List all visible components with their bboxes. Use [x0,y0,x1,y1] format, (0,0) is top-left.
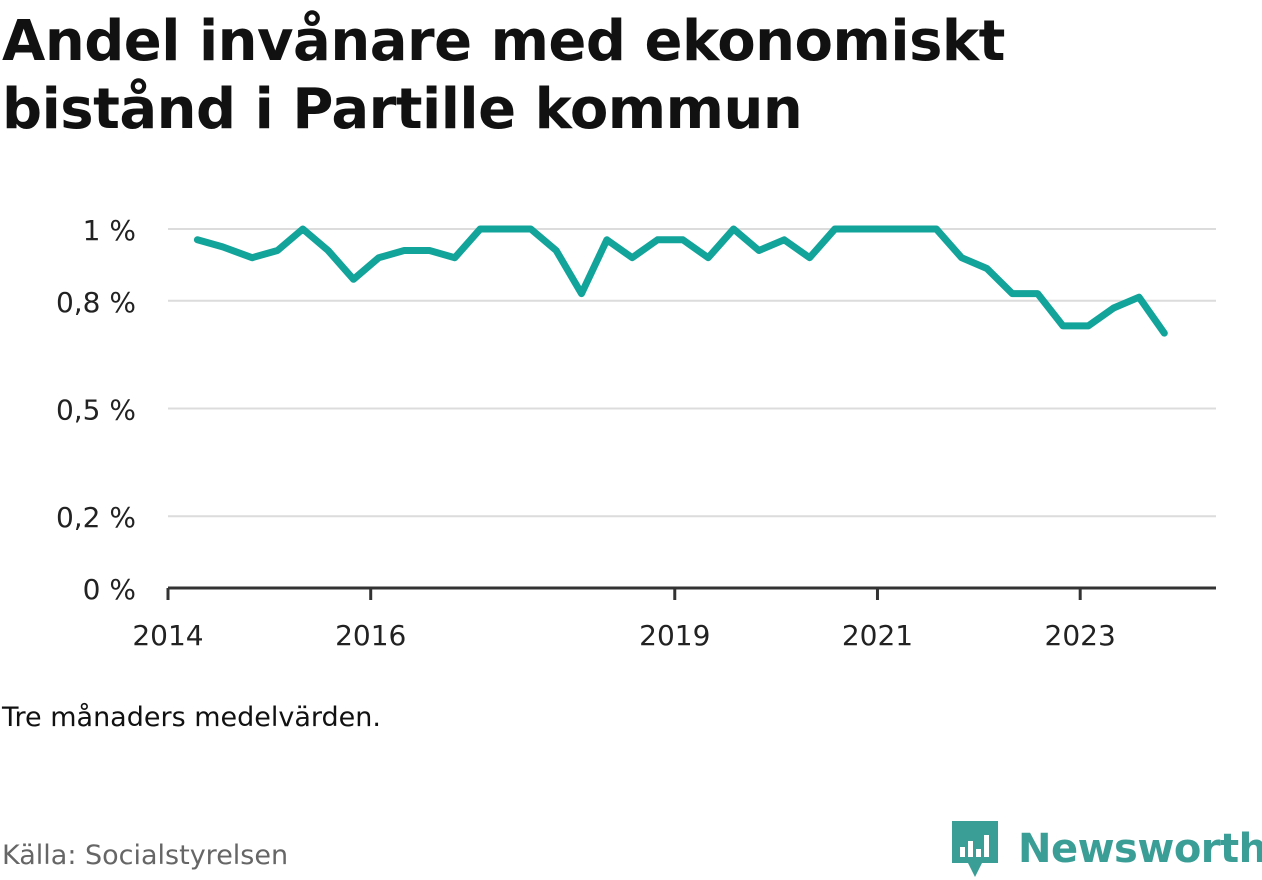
chart-subtitle: Tre månaders medelvärden. [2,702,381,733]
y-tick-label: 1 % [83,214,136,247]
x-tick-label: 2016 [335,619,406,652]
x-tick-label: 2021 [842,619,913,652]
y-tick-label: 0,2 % [56,501,136,534]
newsworthy-logo-icon [952,821,998,877]
x-axis-tick-labels: 2014 2016 2019 2021 2023 [132,619,1115,652]
chart-title: Andel invånare med ekonomiskt bistånd i … [2,9,1005,142]
brand-name: Newsworthy [1018,826,1262,872]
y-tick-label: 0,8 % [56,286,136,319]
brand-logo: Newsworthy [950,818,1262,880]
x-tick-label: 2023 [1045,619,1116,652]
source-note: Källa: Socialstyrelsen [2,840,289,871]
x-axis [166,586,1216,600]
gridlines [168,228,1216,518]
x-tick-label: 2014 [132,619,203,652]
y-axis-tick-labels: 0 % 0,2 % 0,5 % 0,8 % 1 % [56,214,136,606]
line-chart: 0 %0,2 %0,5 %0,8 %1 % 2014 2016 2019 2021 20… [56,214,1216,652]
y-tick-label: 0,5 % [56,394,136,427]
series-line [193,225,1168,337]
y-tick-label: 0 % [83,573,136,606]
x-tick-label: 2019 [639,619,710,652]
